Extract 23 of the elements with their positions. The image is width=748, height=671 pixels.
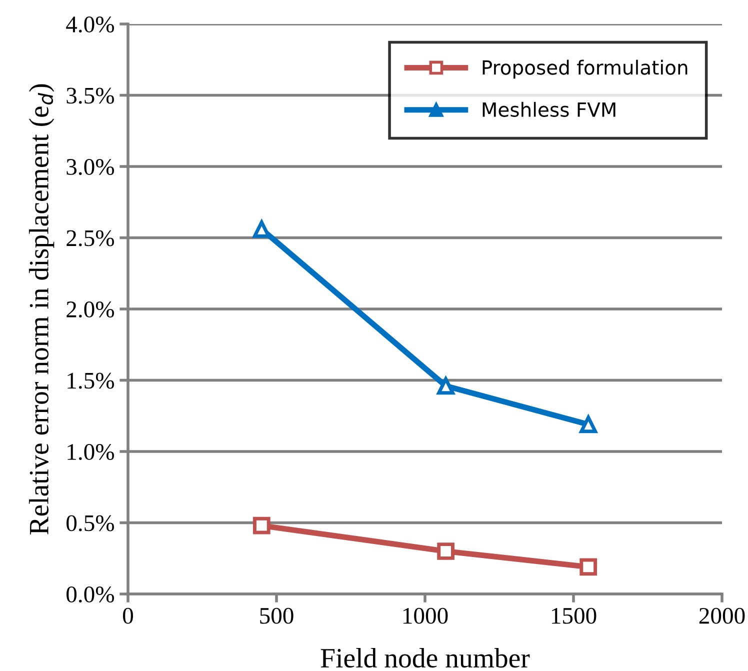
point [580,558,598,576]
y-tick-label: 0.5% [66,515,114,532]
y-tick-label: 2.0% [66,301,114,318]
y-tick-label: 4.0% [66,16,114,33]
y-axis-title: Relative error norm in displacement (e$_{d}$) [28,84,54,534]
y-tick-label: 1.5% [68,372,114,389]
point [252,516,270,534]
y-tick-label: 3.0% [66,158,114,176]
y-tick-label: 2.5% [66,230,114,246]
point [437,542,454,560]
y-tick-label: 1.0% [68,444,114,460]
x-tick-label: 500 [260,608,294,624]
legend-label: Proposed formulation [482,60,688,79]
legend-label: Meshless FVM [482,102,616,117]
x-tick-label: 0 [122,608,134,624]
x-tick-label: 1000 [403,608,448,624]
x-tick-label: 1500 [552,608,596,624]
point [580,416,598,434]
x-tick-label: 2000 [699,608,745,624]
y-tick-label: 3.5% [66,88,114,104]
point [437,377,454,395]
x-axis-title: Field node number [320,648,530,668]
y-tick-label: 0.0% [66,586,114,603]
